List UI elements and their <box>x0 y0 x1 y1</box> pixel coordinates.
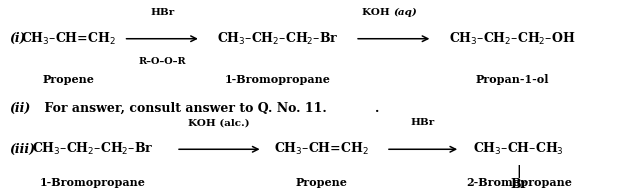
Text: Propene: Propene <box>295 177 347 188</box>
Text: KOH (alc.): KOH (alc.) <box>188 118 250 127</box>
Text: 1-Bromopropane: 1-Bromopropane <box>40 177 146 188</box>
Text: Propene: Propene <box>42 74 94 85</box>
Text: CH$_3$–CH$_2$–CH$_2$–Br: CH$_3$–CH$_2$–CH$_2$–Br <box>217 31 339 47</box>
Text: HBr: HBr <box>411 118 435 127</box>
Text: Br: Br <box>510 178 527 188</box>
Text: (aq): (aq) <box>394 8 418 17</box>
Text: (iii): (iii) <box>9 143 35 156</box>
Text: (i): (i) <box>9 32 26 45</box>
Text: CH$_3$–CH$_2$–CH$_2$–OH: CH$_3$–CH$_2$–CH$_2$–OH <box>449 31 576 47</box>
Text: |: | <box>517 165 521 178</box>
Text: CH$_3$–CH–CH$_3$: CH$_3$–CH–CH$_3$ <box>473 141 564 157</box>
Text: CH$_3$–CH=CH$_2$: CH$_3$–CH=CH$_2$ <box>21 31 115 47</box>
Text: 2-Bromopropane: 2-Bromopropane <box>466 177 571 188</box>
Text: HBr: HBr <box>150 8 175 17</box>
Text: For answer, consult answer to Q. No. 11.: For answer, consult answer to Q. No. 11. <box>40 102 327 115</box>
Text: .: . <box>375 102 379 115</box>
Text: CH$_3$–CH$_2$–CH$_2$–Br: CH$_3$–CH$_2$–CH$_2$–Br <box>32 141 154 157</box>
Text: KOH: KOH <box>362 8 394 17</box>
Text: CH$_3$–CH=CH$_2$: CH$_3$–CH=CH$_2$ <box>274 141 369 157</box>
Text: Propan-1-ol: Propan-1-ol <box>476 74 549 85</box>
Text: R–O–O–R: R–O–O–R <box>139 57 186 66</box>
Text: 1-Bromopropane: 1-Bromopropane <box>225 74 331 85</box>
Text: (ii): (ii) <box>9 102 31 115</box>
